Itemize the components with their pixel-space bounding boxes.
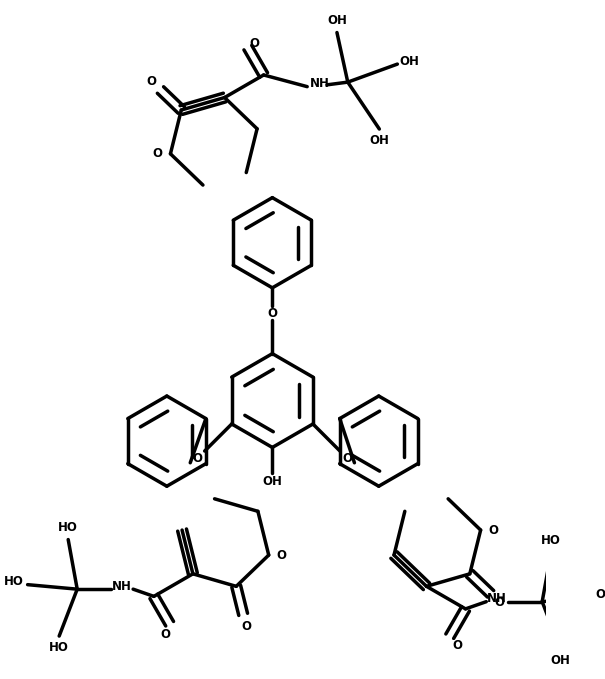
Text: OH: OH <box>595 588 605 601</box>
Text: O: O <box>267 307 277 320</box>
Text: OH: OH <box>263 475 283 488</box>
Text: O: O <box>488 524 499 536</box>
Text: O: O <box>241 620 251 633</box>
Text: O: O <box>249 37 259 50</box>
Text: HO: HO <box>541 534 561 547</box>
Text: OH: OH <box>327 14 347 27</box>
Text: NH: NH <box>487 593 507 606</box>
Text: O: O <box>452 639 462 652</box>
Text: O: O <box>192 452 203 464</box>
Text: O: O <box>495 596 505 609</box>
Text: HO: HO <box>49 641 69 655</box>
Text: OH: OH <box>551 654 570 667</box>
Text: O: O <box>160 628 170 641</box>
Text: NH: NH <box>310 77 330 90</box>
Text: OH: OH <box>370 134 389 147</box>
Text: O: O <box>342 452 352 464</box>
Text: NH: NH <box>113 580 132 593</box>
Text: O: O <box>146 75 156 88</box>
Text: O: O <box>276 549 286 562</box>
Text: OH: OH <box>399 55 419 68</box>
Text: O: O <box>153 147 163 160</box>
Text: HO: HO <box>4 575 24 589</box>
Text: HO: HO <box>58 521 78 534</box>
